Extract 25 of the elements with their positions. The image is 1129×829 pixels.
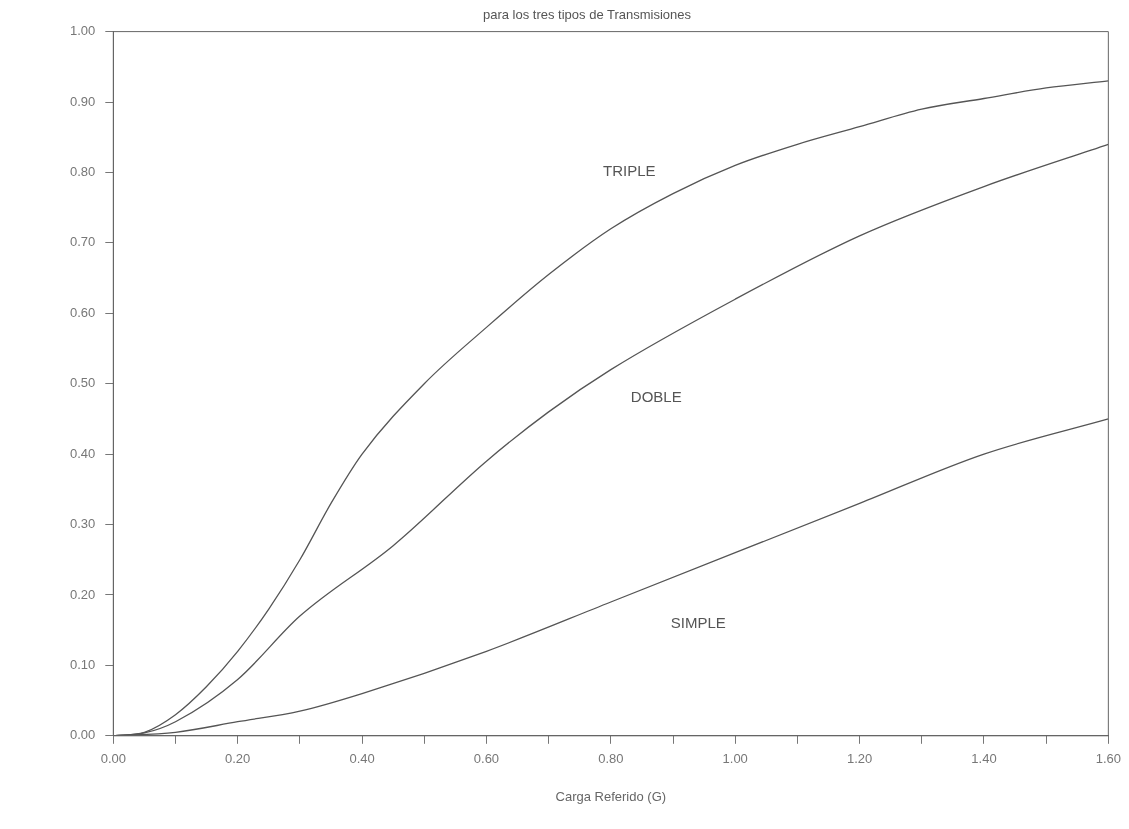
series-label: DOBLE bbox=[630, 387, 682, 405]
y-tick-label: 0.80 bbox=[69, 164, 96, 180]
x-tick-label: 1.40 bbox=[971, 751, 997, 767]
y-tick-label: 0.50 bbox=[69, 375, 96, 391]
y-tick-label: 0.40 bbox=[69, 445, 96, 461]
y-tick-label: 0.30 bbox=[69, 516, 96, 532]
y-tick-label: 0.60 bbox=[69, 304, 96, 320]
chart-title: para los tres tipos de Transmisiones bbox=[482, 7, 692, 23]
x-tick-label: 0.00 bbox=[100, 751, 126, 767]
y-tick-label: 0.70 bbox=[69, 234, 96, 250]
y-tick-label: 0.90 bbox=[69, 93, 96, 109]
x-tick-label: 1.00 bbox=[722, 751, 748, 767]
x-tick-label: 0.40 bbox=[349, 751, 375, 767]
y-tick-label: 0.20 bbox=[69, 586, 96, 602]
y-tick-label: 0.10 bbox=[69, 656, 96, 672]
text: SIMPLE bbox=[670, 614, 726, 632]
x-tick-label: 1.60 bbox=[1095, 751, 1122, 767]
x-tick-label: 0.20 bbox=[225, 751, 251, 767]
y-tick-label: 1.00 bbox=[69, 23, 96, 39]
x-tick-label: 0.80 bbox=[598, 751, 624, 767]
x-tick-label: 1.20 bbox=[846, 751, 873, 767]
series-label: TRIPLE bbox=[603, 161, 656, 179]
x-tick-label: 0.60 bbox=[473, 751, 500, 767]
y-tick-label: 0.00 bbox=[69, 727, 96, 743]
x-axis-title: Carga Referido (G) bbox=[555, 788, 667, 804]
